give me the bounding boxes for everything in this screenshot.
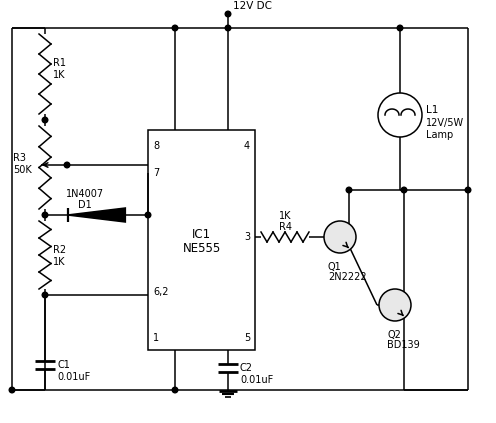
Text: 1K: 1K bbox=[53, 70, 65, 80]
Text: 12V/5W: 12V/5W bbox=[426, 118, 464, 128]
Circle shape bbox=[225, 11, 231, 17]
Bar bbox=[148, 130, 255, 350]
Circle shape bbox=[42, 292, 48, 298]
Text: 1N4007: 1N4007 bbox=[66, 189, 104, 199]
Circle shape bbox=[401, 187, 407, 193]
Text: 5: 5 bbox=[244, 333, 250, 343]
Circle shape bbox=[172, 387, 178, 393]
Text: D1: D1 bbox=[78, 200, 92, 210]
Text: IC1: IC1 bbox=[192, 228, 211, 241]
Text: C1: C1 bbox=[57, 360, 70, 370]
Text: C2: C2 bbox=[240, 363, 253, 373]
Text: 4: 4 bbox=[244, 141, 250, 151]
Text: NE555: NE555 bbox=[183, 242, 221, 255]
Text: 7: 7 bbox=[153, 168, 159, 178]
Circle shape bbox=[225, 25, 231, 31]
Circle shape bbox=[379, 289, 411, 321]
Text: 1: 1 bbox=[153, 333, 159, 343]
Text: 12V DC: 12V DC bbox=[233, 1, 272, 11]
Text: Lamp: Lamp bbox=[426, 130, 453, 140]
Text: R1: R1 bbox=[53, 58, 66, 68]
Text: 6,2: 6,2 bbox=[153, 287, 169, 297]
Text: Q1: Q1 bbox=[328, 262, 342, 272]
Circle shape bbox=[64, 162, 70, 168]
Circle shape bbox=[346, 187, 352, 193]
Circle shape bbox=[324, 221, 356, 253]
Circle shape bbox=[465, 187, 471, 193]
Text: 0.01uF: 0.01uF bbox=[240, 375, 273, 385]
Text: R4: R4 bbox=[278, 222, 292, 232]
Circle shape bbox=[145, 212, 151, 218]
Text: BD139: BD139 bbox=[387, 340, 420, 350]
Text: 1K: 1K bbox=[53, 257, 65, 267]
Text: 0.01uF: 0.01uF bbox=[57, 372, 90, 382]
Text: 8: 8 bbox=[153, 141, 159, 151]
Text: 1K: 1K bbox=[279, 211, 291, 221]
Text: 3: 3 bbox=[244, 232, 250, 242]
Text: 2N2222: 2N2222 bbox=[328, 272, 367, 282]
Circle shape bbox=[172, 25, 178, 31]
Text: R3: R3 bbox=[13, 153, 26, 163]
Text: R2: R2 bbox=[53, 245, 66, 255]
Circle shape bbox=[42, 117, 48, 123]
Text: 50K: 50K bbox=[13, 165, 32, 175]
Polygon shape bbox=[67, 208, 125, 222]
Circle shape bbox=[42, 212, 48, 218]
Circle shape bbox=[397, 25, 403, 31]
Text: L1: L1 bbox=[426, 105, 438, 115]
Circle shape bbox=[378, 93, 422, 137]
Text: Q2: Q2 bbox=[387, 330, 401, 340]
Circle shape bbox=[9, 387, 15, 393]
